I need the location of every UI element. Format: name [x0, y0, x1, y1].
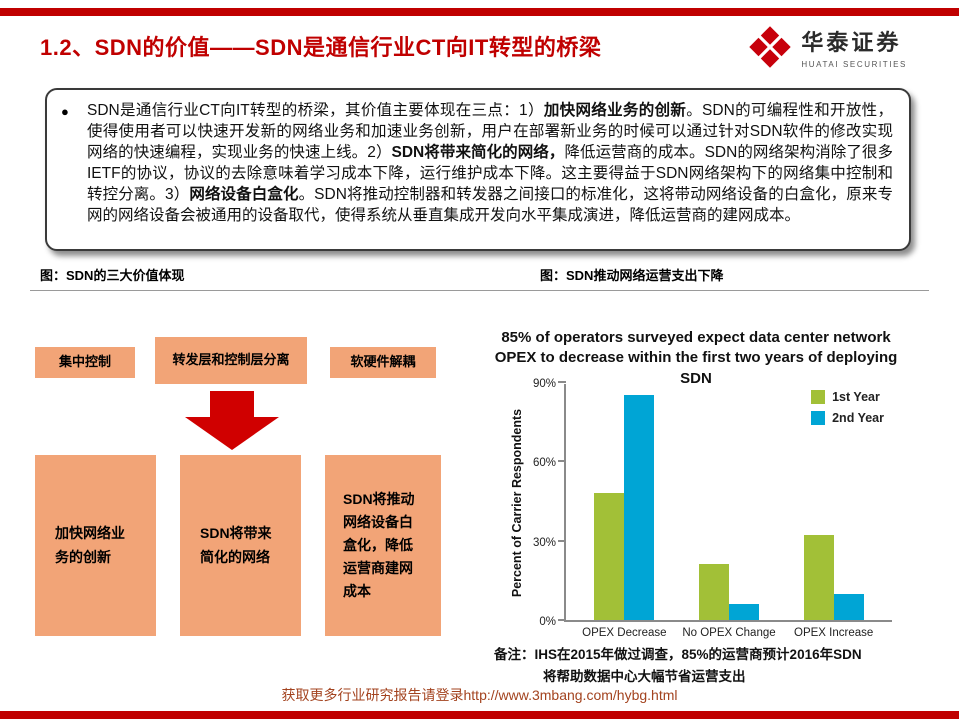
- summary-box: ● SDN是通信行业CT向IT转型的桥梁，其价值主要体现在三点：1）加快网络业务…: [45, 88, 911, 251]
- bar: [728, 604, 759, 620]
- opex-chart-panel: 85% of operators surveyed expect data ce…: [478, 322, 914, 698]
- huatai-logo: 华泰证券 HUATAI SECURITIES: [747, 24, 907, 70]
- arrow-stem: [210, 391, 254, 417]
- legend-swatch: [811, 411, 826, 425]
- bar-group: OPEX Decrease: [582, 395, 667, 639]
- y-tick-mark: [558, 460, 566, 463]
- bar: [698, 564, 729, 620]
- bar-group: No OPEX Change: [682, 564, 776, 639]
- diagram-box-centralized-control: 集中控制: [35, 347, 135, 378]
- figure-caption-left: 图：SDN的三大价值体现: [40, 268, 185, 283]
- legend-swatch: [811, 390, 826, 404]
- chart-plot: 1st Year 2nd Year 0% 30% 60% 90% OPEX Decrea…: [533, 378, 892, 639]
- legend-item-2nd-year: 2nd Year: [811, 411, 884, 425]
- top-accent-bar: [0, 8, 959, 16]
- summary-segment: 加快网络业务的创新: [543, 102, 687, 119]
- bar: [624, 395, 655, 620]
- bar-group: OPEX Increase: [794, 535, 873, 639]
- summary-segment: 。SDN的可编程性和开放性，使得使用者可以快速开发新的网络业务和加速业务创新，用…: [87, 102, 893, 161]
- summary-text: SDN是通信行业CT向IT转型的桥梁，其价值主要体现在三点：1）加快网络业务的创…: [87, 100, 893, 241]
- page-title: 1.2、SDN的价值——SDN是通信行业CT向IT转型的桥梁: [40, 35, 602, 60]
- bottom-accent-bar: [0, 711, 959, 719]
- y-tick-label: 0%: [539, 616, 556, 628]
- legend-label: 1st Year: [832, 390, 880, 404]
- y-tick-mark: [558, 539, 566, 542]
- bar: [594, 493, 625, 620]
- diagram-box-white-box: SDN将推动网络设备白盒化，降低运营商建网成本: [325, 455, 441, 636]
- down-arrow-icon: [157, 391, 307, 450]
- chart-legend: 1st Year 2nd Year: [811, 390, 884, 425]
- category-label: No OPEX Change: [682, 627, 776, 639]
- y-tick-label: 30%: [532, 536, 556, 549]
- sdn-value-diagram: 集中控制 转发层和控制层分离 软硬件解耦 加快网络业务的创新 SDN将带来简化的…: [0, 0, 470, 719]
- footer-link[interactable]: 获取更多行业研究报告请登录http://www.3mbang.com/hybg.…: [281, 687, 678, 703]
- logo-name: 华泰证券: [801, 30, 902, 55]
- summary-segment: SDN将带来简化的网络，: [391, 144, 565, 161]
- y-tick-mark: [558, 381, 566, 383]
- section-divider: [30, 290, 929, 291]
- logo-subtitle: HUATAI SECURITIES: [801, 60, 907, 69]
- summary-segment: 网络设备白盒化: [189, 186, 299, 203]
- y-tick-label: 60%: [532, 457, 556, 470]
- diagram-box-simplified-network: SDN将带来简化的网络: [180, 455, 301, 636]
- arrow-head: [185, 417, 279, 450]
- diagram-box-business-innovation: 加快网络业务的创新: [35, 455, 156, 636]
- legend-item-1st-year: 1st Year: [811, 390, 884, 404]
- huatai-logo-icon: [749, 26, 792, 68]
- bullet-icon: ●: [61, 104, 69, 119]
- figure-caption-right: 图：SDN推动网络运营支出下降: [540, 268, 724, 283]
- chart-title: 85% of operators surveyed expect data ce…: [494, 329, 898, 387]
- summary-segment: 降低运营商的成本。SDN的网络架构消除了很多IETF的协议，协议的去除意味着学习…: [87, 144, 893, 203]
- y-tick-mark: [558, 619, 566, 621]
- chart-note: 备注：IHS在2015年做过调查，85%的运营商预计2016年SDN将帮助数据中…: [494, 647, 862, 684]
- chart-y-axis-label: Percent of Carrier Respondents: [510, 408, 524, 598]
- logo-text: 华泰证券 HUATAI SECURITIES: [801, 25, 907, 69]
- summary-segment: SDN是通信行业CT向IT转型的桥梁，其价值主要体现在三点：1）: [87, 102, 544, 119]
- legend-label: 2nd Year: [832, 411, 884, 425]
- diagram-box-control-forwarding-separation: 转发层和控制层分离: [155, 337, 307, 384]
- bar: [833, 593, 864, 620]
- category-label: OPEX Decrease: [582, 627, 667, 639]
- y-tick-label: 90%: [532, 378, 556, 390]
- bar: [803, 535, 834, 620]
- category-label: OPEX Increase: [794, 627, 874, 639]
- summary-segment: 。SDN将推动控制器和转发器之间接口的标准化，这将带动网络设备的白盒化，原来专网…: [87, 186, 893, 224]
- diagram-box-software-hardware-decoupling: 软硬件解耦: [330, 347, 436, 378]
